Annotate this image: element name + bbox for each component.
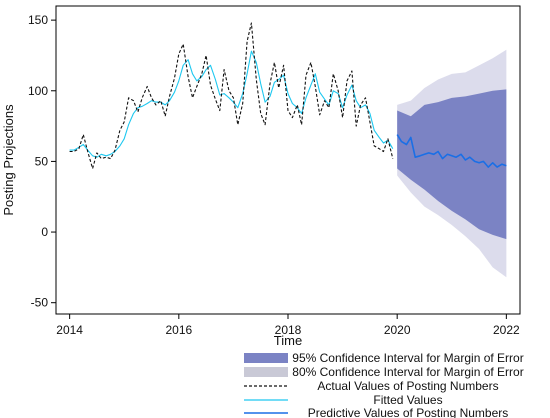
y-tick-label: 0 [41, 225, 48, 239]
legend-label-fitted: Fitted Values [373, 393, 442, 407]
legend-label-ci95: 95% Confidence Interval for Margin of Er… [292, 351, 523, 365]
x-tick-label: 2020 [384, 323, 411, 337]
x-axis-title: Time [274, 333, 302, 348]
legend-label-ci80: 80% Confidence Interval for Margin of Er… [292, 365, 523, 379]
x-tick-label: 2022 [493, 323, 520, 337]
legend-label-predictive: Predictive Values of Posting Numbers [308, 406, 509, 418]
confidence-bands [397, 49, 507, 278]
y-tick-label: 50 [35, 154, 49, 168]
x-tick-label: 2016 [165, 323, 192, 337]
x-tick-label: 2014 [56, 323, 83, 337]
x-tick-label: 2018 [275, 323, 302, 337]
legend-swatch-ci95 [244, 353, 288, 363]
series-line-actual [69, 22, 394, 170]
y-axis: -50 0 50 100 150 [28, 13, 56, 310]
legend-label-actual: Actual Values of Posting Numbers [317, 379, 498, 393]
plot-area [55, 5, 521, 315]
series-line-predictive [396, 134, 507, 168]
y-tick-label: 100 [28, 84, 48, 98]
y-axis-title: Posting Projections [1, 104, 16, 216]
band-ci95 [397, 89, 507, 240]
legend: 95% Confidence Interval for Margin of Er… [244, 351, 524, 418]
series-lines [69, 22, 507, 170]
y-tick-label: -50 [31, 296, 49, 310]
x-axis: 2014 2016 2018 2020 2022 [56, 314, 520, 337]
legend-swatch-ci80 [244, 367, 288, 377]
y-tick-label: 150 [28, 13, 48, 27]
